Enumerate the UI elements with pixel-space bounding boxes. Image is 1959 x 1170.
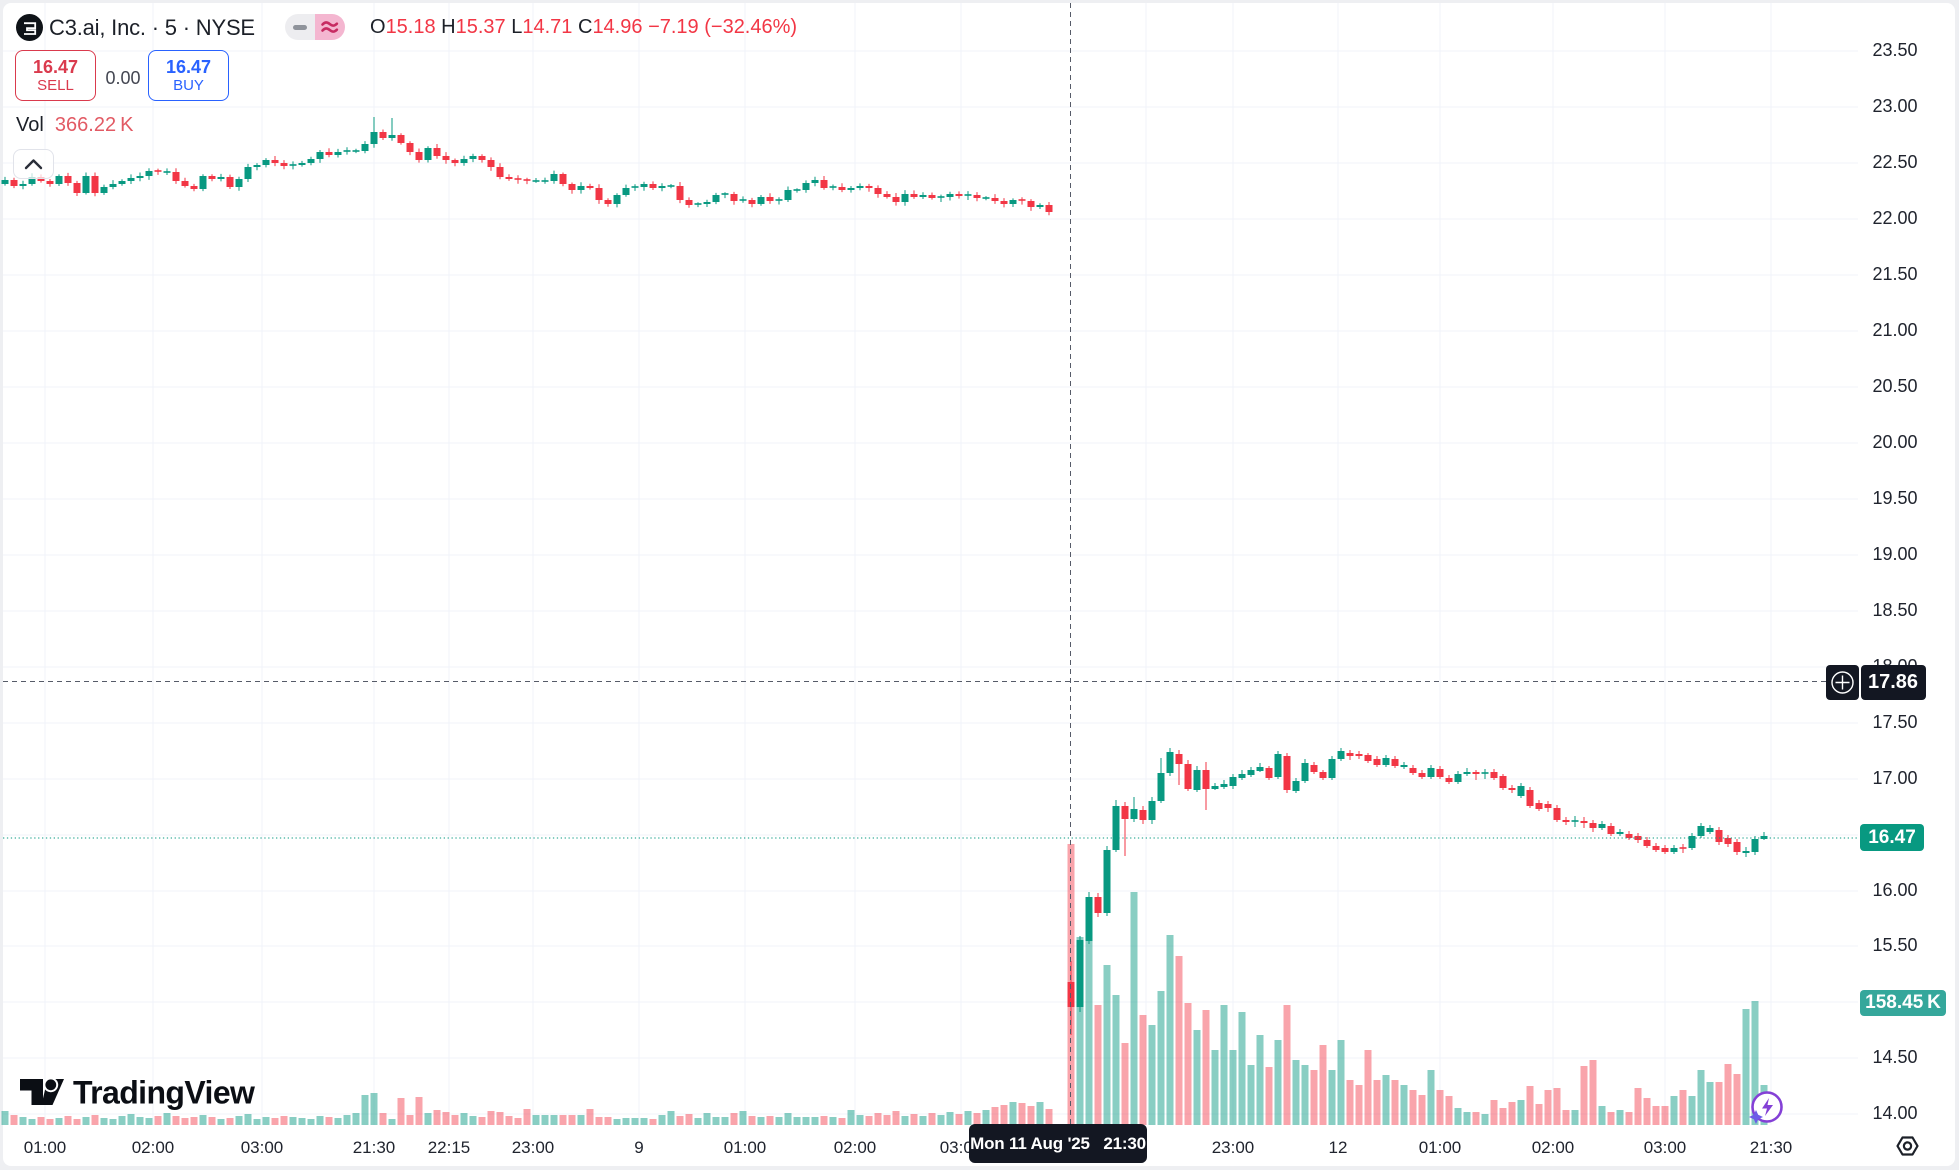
- svg-text:TradingView: TradingView: [73, 1076, 255, 1111]
